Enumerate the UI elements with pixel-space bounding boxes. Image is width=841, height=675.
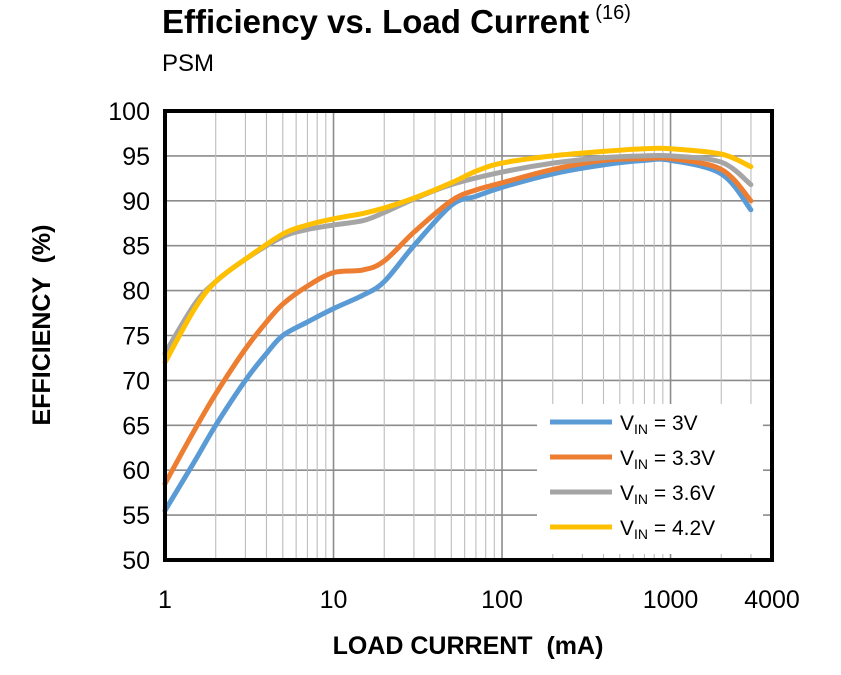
legend-label: VIN = 3.6V	[620, 482, 715, 507]
x-axis-label: LOAD CURRENT (mA)	[333, 632, 604, 660]
x-tick-label: 10	[320, 586, 348, 614]
y-tick-label: 95	[122, 143, 150, 171]
y-tick-label: 85	[122, 233, 150, 261]
y-tick-label: 65	[122, 412, 150, 440]
y-tick-label: 55	[122, 502, 150, 530]
x-tick-label: 100	[481, 586, 523, 614]
y-tick-label: 90	[122, 188, 150, 216]
y-tick-labels: 50 55 60 65 70 75 80 85 90 95 100	[108, 98, 150, 575]
legend: VIN = 3V VIN = 3.3V VIN = 3.6V VIN = 4.2V	[537, 404, 763, 554]
plot-frame	[163, 109, 774, 562]
chart-title-block: Efficiency vs. Load Current (16)	[162, 2, 631, 41]
x-tick-label: 1	[158, 586, 172, 614]
y-tick-label: 50	[122, 547, 150, 575]
y-tick-label: 70	[122, 367, 150, 395]
series-line-4	[162, 145, 754, 365]
series-lines	[162, 145, 754, 514]
legend-label: VIN = 4.2V	[620, 517, 715, 542]
x-tick-label: 1000	[643, 586, 699, 614]
legend-label: VIN = 3.3V	[620, 447, 715, 472]
y-tick-label: 80	[122, 278, 150, 306]
legend-label: VIN = 3V	[620, 412, 698, 437]
y-tick-label: 100	[108, 98, 150, 126]
y-tick-label: 75	[122, 323, 150, 351]
y-axis-label: EFFICIENCY (%)	[28, 225, 56, 426]
y-tick-label: 60	[122, 457, 150, 485]
x-tick-label: 4000	[744, 586, 800, 614]
chart-title-footnote: (16)	[595, 2, 631, 24]
x-tick-labels: 1 10 100 1000 4000	[158, 586, 800, 614]
chart-title: Efficiency vs. Load Current	[162, 3, 590, 40]
series-line-2	[162, 155, 754, 487]
chart-subtitle: PSM	[162, 50, 215, 77]
